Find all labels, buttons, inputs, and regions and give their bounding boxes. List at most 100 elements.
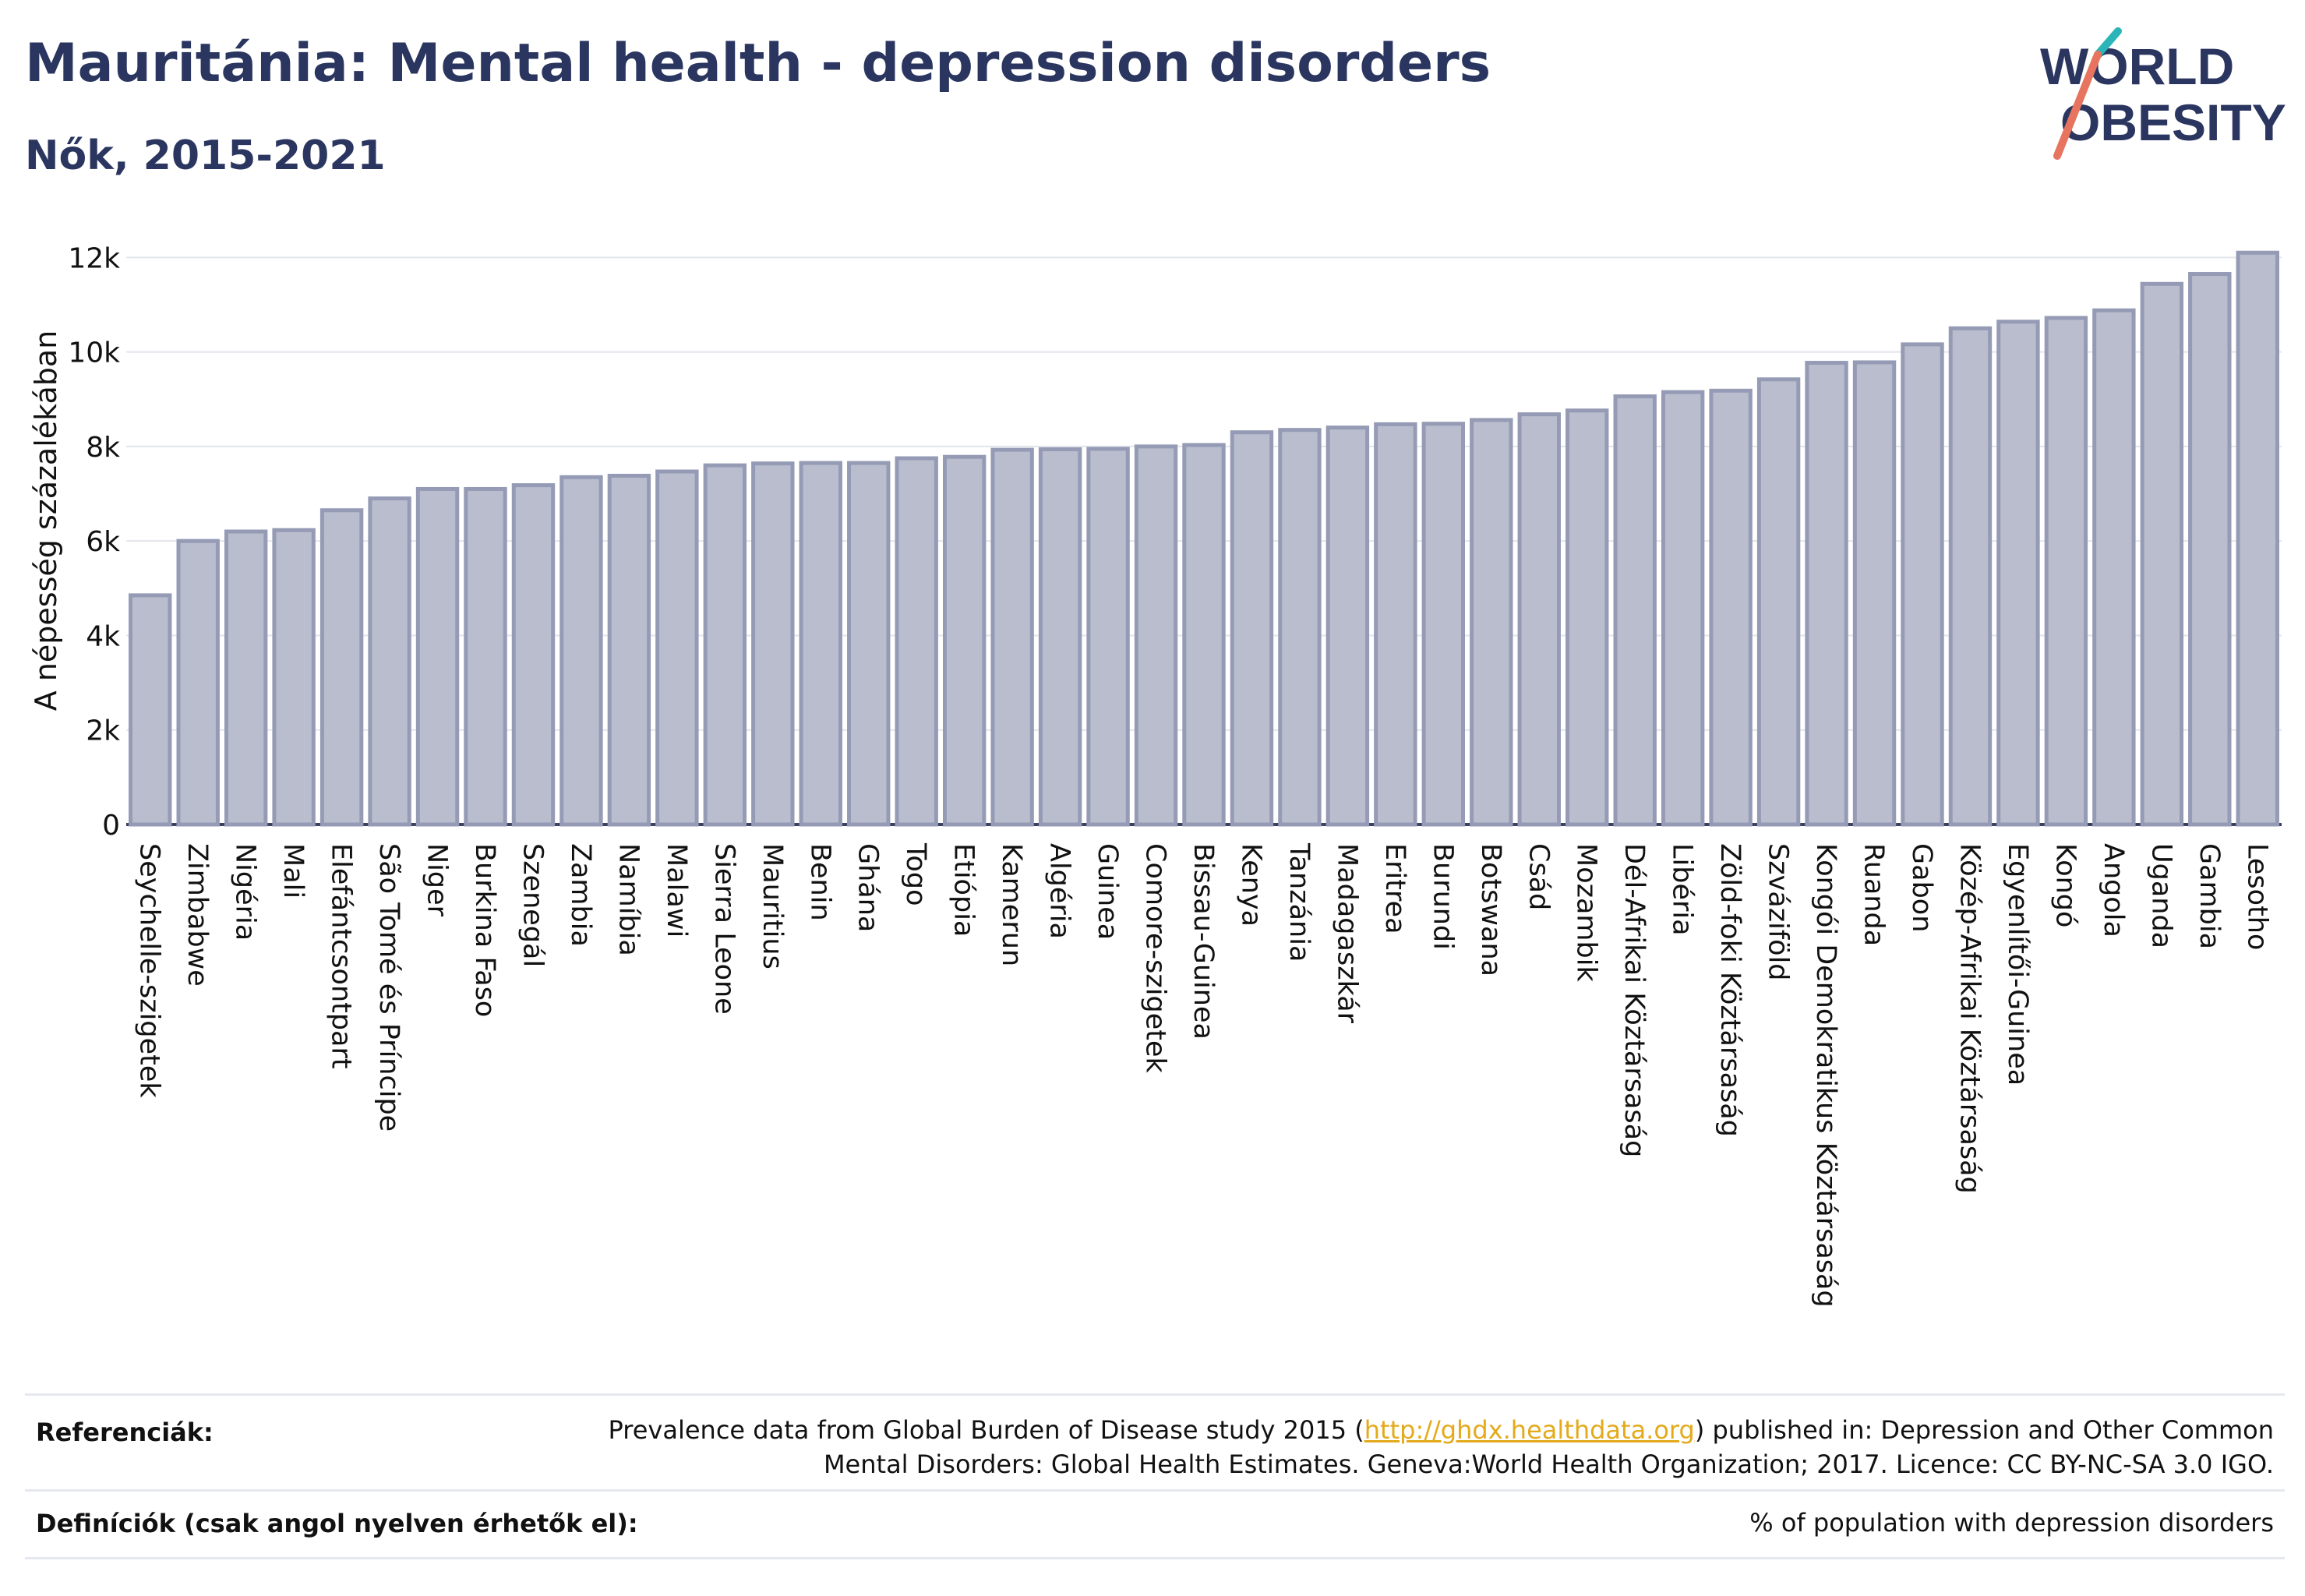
bar[interactable] <box>368 496 411 827</box>
x-tick-label: Burkina Faso <box>469 843 500 1017</box>
bar[interactable] <box>1805 361 1848 827</box>
x-tick-label: Namíbia <box>612 843 644 956</box>
x-tick-label: Lesotho <box>2241 843 2272 950</box>
x-tick-label: Botswana <box>1475 843 1506 976</box>
bar[interactable] <box>1470 418 1513 827</box>
bar[interactable] <box>655 469 699 827</box>
x-tick-label: São Tomé és Príncipe <box>373 843 404 1132</box>
bar[interactable] <box>1852 360 1897 827</box>
x-tick-label: Kongói Demokratikus Köztársaság <box>1810 843 1841 1308</box>
bar[interactable] <box>942 454 987 827</box>
bar[interactable] <box>990 447 1034 827</box>
bar[interactable] <box>1565 408 1609 827</box>
x-tick-label: Malawi <box>661 843 692 937</box>
x-tick-label: Burundi <box>1427 843 1458 950</box>
x-tick-label: Tanzánia <box>1283 842 1315 962</box>
x-tick-label: Eritrea <box>1379 843 1410 934</box>
y-axis-ticks: 0 2k 4k 6k 8k 10k 12k <box>68 242 120 842</box>
bar[interactable] <box>751 461 795 827</box>
x-tick-label: Togo <box>900 842 931 906</box>
x-tick-label: Mali <box>277 843 309 899</box>
references-text: Prevalence data from Global Burden of Di… <box>609 1413 2274 1481</box>
x-tick-label: Közép-Afrikai Köztársaság <box>1954 843 1985 1194</box>
references-post: ) published in: Depression and Other Com… <box>1694 1415 2274 1445</box>
chart-title: Mauritánia: Mental health - depression d… <box>25 33 1491 94</box>
x-tick-label: Algéria <box>1044 843 1075 939</box>
bar[interactable] <box>1901 342 1944 827</box>
y-tick-label: 10k <box>68 337 120 369</box>
x-tick-label: Szváziföld <box>1763 843 1794 981</box>
bar[interactable] <box>703 463 747 827</box>
bar[interactable] <box>224 529 268 827</box>
bar-chart: 0 2k 4k 6k 8k 10k 12k Seychelle-szigetek Zimbab… <box>29 242 2282 1308</box>
bar[interactable] <box>2092 308 2136 827</box>
bar[interactable] <box>2188 272 2232 827</box>
world-obesity-logo: WORLD OBESITY <box>2040 27 2286 160</box>
bar[interactable] <box>1421 422 1466 827</box>
references-row: Referenciák: Prevalence data from Global… <box>25 1393 2285 1489</box>
x-tick-label: Kongó <box>2049 843 2081 927</box>
bar[interactable] <box>129 593 172 827</box>
bar[interactable] <box>1278 428 1322 827</box>
bar[interactable] <box>511 483 556 827</box>
bar[interactable] <box>1613 394 1657 827</box>
x-tick-label: Uganda <box>2145 843 2176 948</box>
bar[interactable] <box>1325 425 1370 827</box>
x-tick-label: Niger <box>422 843 453 917</box>
bar[interactable] <box>272 528 316 827</box>
bar[interactable] <box>2140 281 2184 827</box>
definitions-row: Definíciók (csak angol nyelven érhetők e… <box>25 1489 2285 1559</box>
x-tick-label: Benin <box>804 843 835 921</box>
references-pre: Prevalence data from Global Burden of Di… <box>608 1415 1364 1445</box>
definitions-label: Definíciók (csak angol nyelven érhetők e… <box>36 1509 638 1538</box>
bar[interactable] <box>176 538 220 827</box>
bar[interactable] <box>2236 250 2279 827</box>
x-tick-label: Mauritius <box>757 843 788 969</box>
x-tick-label: Egyenlítői-Guinea <box>2002 843 2033 1086</box>
x-tick-label: Csád <box>1523 843 1554 910</box>
logo-accent-teal <box>2094 27 2122 58</box>
definitions-text: % of population with depression disorder… <box>1749 1508 2274 1538</box>
bar[interactable] <box>895 456 938 827</box>
bar[interactable] <box>607 473 651 827</box>
bar[interactable] <box>1374 422 1417 827</box>
bar[interactable] <box>847 461 891 827</box>
x-tick-label: Seychelle-szigetek <box>134 843 165 1098</box>
bar[interactable] <box>1517 412 1561 827</box>
x-tick-label: Mozambik <box>1571 843 1602 982</box>
x-tick-label: Dél-Afrikai Köztársaság <box>1618 843 1650 1157</box>
x-tick-label: Szenegál <box>517 843 548 967</box>
x-tick-label: Ruanda <box>1858 843 1890 946</box>
x-tick-label: Etiópia <box>948 843 980 937</box>
bar[interactable] <box>1182 443 1226 827</box>
bar[interactable] <box>1709 388 1753 827</box>
bar[interactable] <box>1038 447 1082 827</box>
bar[interactable] <box>1996 320 2040 827</box>
x-axis-labels: Seychelle-szigetek Zimbabwe Nigéria Mali Ele… <box>134 842 2273 1308</box>
bar[interactable] <box>319 508 364 827</box>
bar[interactable] <box>1756 377 1801 827</box>
bar[interactable] <box>1086 447 1130 827</box>
chart-subtitle: Nők, 2015-2021 <box>25 132 386 179</box>
y-tick-label: 2k <box>86 715 120 747</box>
bar[interactable] <box>559 475 603 827</box>
bars <box>129 250 2279 827</box>
bar[interactable] <box>799 461 842 827</box>
bar[interactable] <box>1948 326 1993 827</box>
x-tick-label: Ghána <box>852 843 884 932</box>
references-line2: Mental Disorders: Global Health Estimate… <box>823 1449 2274 1479</box>
bar[interactable] <box>2044 316 2088 827</box>
x-tick-label: Elefántcsontpart <box>326 843 357 1069</box>
x-tick-label: Comore-szigetek <box>1140 843 1171 1073</box>
bar[interactable] <box>415 486 460 827</box>
bar[interactable] <box>464 486 507 827</box>
y-tick-label: 4k <box>86 620 120 652</box>
logo-line2: OBESITY <box>2060 94 2286 151</box>
x-tick-label: Zimbabwe <box>182 843 213 987</box>
bar[interactable] <box>1134 444 1178 827</box>
x-tick-label: Madagaszkár <box>1331 843 1362 1024</box>
bar[interactable] <box>1661 390 1705 827</box>
x-tick-label: Angola <box>2098 843 2129 937</box>
bar[interactable] <box>1230 430 1274 827</box>
references-link[interactable]: http://ghdx.healthdata.org <box>1364 1415 1695 1445</box>
